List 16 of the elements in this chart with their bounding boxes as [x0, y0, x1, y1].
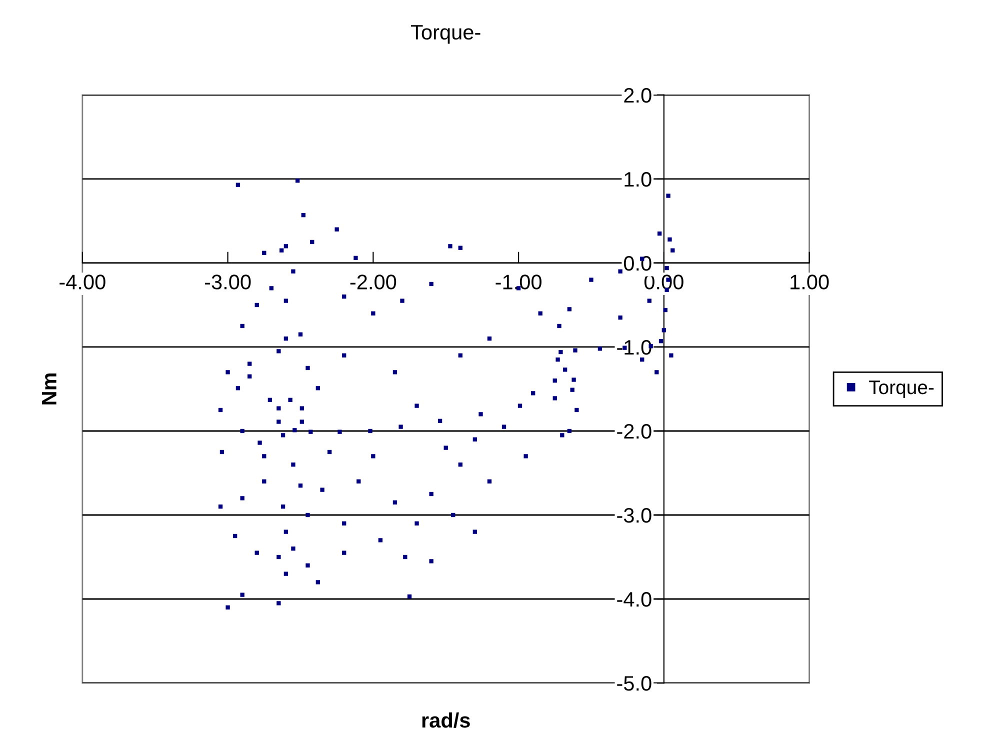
y-tick-label: 1.0 [624, 172, 652, 187]
y-tick-label: 0.0 [624, 256, 652, 271]
legend-label: Torque- [868, 380, 934, 398]
x-tick-label: -4.00 [60, 274, 106, 290]
x-axis-title: rad/s [422, 712, 470, 728]
y-axis-title: Nm [42, 374, 56, 404]
y-tick-label: -5.0 [617, 676, 652, 691]
x-tick-label: -3.00 [204, 274, 251, 290]
x-tick-label: -1.00 [496, 274, 542, 290]
y-tick-label: -4.0 [617, 592, 652, 607]
x-tick-label: 1.00 [790, 274, 829, 290]
chart-title: Torque- [411, 25, 480, 44]
y-tick-label: -3.0 [617, 508, 652, 523]
y-tick-label: -2.0 [617, 424, 652, 439]
x-tick-label: -2.00 [350, 274, 396, 290]
y-tick-label: 2.0 [624, 88, 652, 103]
